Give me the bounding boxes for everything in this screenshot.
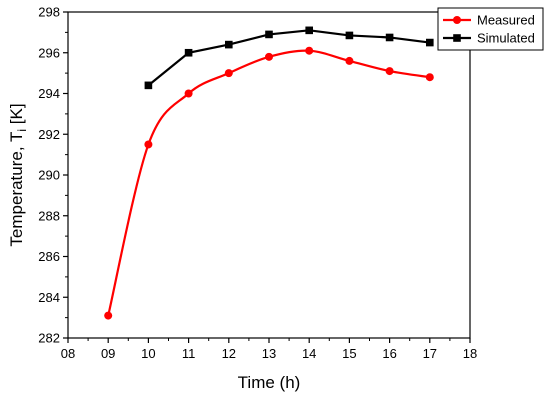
series-measured	[104, 46, 434, 320]
data-point-simulated	[184, 48, 193, 57]
y-tick-label: 288	[38, 208, 60, 223]
x-tick-label: 12	[222, 346, 236, 361]
series-simulated	[144, 26, 434, 90]
y-tick-label: 286	[38, 249, 60, 264]
data-point-simulated	[426, 38, 434, 47]
data-point-measured	[385, 67, 394, 76]
x-tick-label: 14	[302, 346, 316, 361]
legend-marker-simulated	[453, 34, 461, 42]
series-layer	[104, 26, 434, 320]
data-point-measured	[224, 69, 233, 78]
x-axis-title: Time (h)	[238, 373, 301, 392]
data-point-measured	[265, 52, 273, 61]
x-tick-label: 08	[61, 346, 75, 361]
data-point-measured	[305, 46, 314, 55]
y-tick-label: 294	[38, 86, 60, 101]
series-line-simulated	[147, 29, 430, 87]
data-point-simulated	[345, 31, 354, 40]
data-point-simulated	[225, 40, 233, 49]
series-line-measured	[107, 49, 430, 316]
x-tick-label: 10	[141, 346, 155, 361]
data-point-simulated	[265, 30, 273, 39]
plot-frame	[67, 11, 471, 339]
data-point-measured	[184, 89, 193, 98]
legend-label-measured: Measured	[477, 13, 535, 28]
y-tick-label: 296	[38, 45, 60, 60]
legend-label-simulated: Simulated	[477, 31, 535, 46]
x-tick-label: 15	[342, 346, 356, 361]
y-tick-label: 284	[38, 290, 60, 305]
data-point-simulated	[385, 33, 394, 42]
data-point-measured	[144, 140, 153, 149]
y-tick-label: 298	[38, 5, 60, 20]
legend: Measured Simulated	[437, 7, 544, 51]
legend-marker-measured	[453, 16, 461, 24]
y-tick-label: 292	[38, 127, 60, 142]
y-tick-label: 282	[38, 331, 60, 346]
y-axis-title-unit: [K]	[7, 103, 26, 129]
data-point-simulated	[144, 81, 153, 90]
x-tick-label: 16	[382, 346, 396, 361]
x-tick-label: 17	[423, 346, 437, 361]
x-tick-label: 09	[101, 346, 115, 361]
y-axis-title: Temperature, Ti [K]	[7, 103, 29, 246]
x-axis: 08 09 10 11 12 13 14 15 16 17 18	[61, 338, 477, 361]
data-point-measured	[425, 73, 434, 82]
legend-box	[437, 7, 544, 51]
y-axis: 282 284 286 288 290 292 294 296 298	[38, 5, 68, 346]
data-point-measured	[345, 56, 354, 65]
data-point-measured	[104, 311, 113, 320]
x-tick-label: 11	[182, 346, 196, 361]
x-tick-label: 13	[262, 346, 276, 361]
y-axis-title-main: Temperature, T	[7, 132, 26, 247]
y-axis-title-subscript: i	[15, 129, 29, 132]
x-tick-label: 18	[463, 346, 477, 361]
y-tick-label: 290	[38, 168, 60, 183]
data-point-simulated	[305, 26, 313, 35]
